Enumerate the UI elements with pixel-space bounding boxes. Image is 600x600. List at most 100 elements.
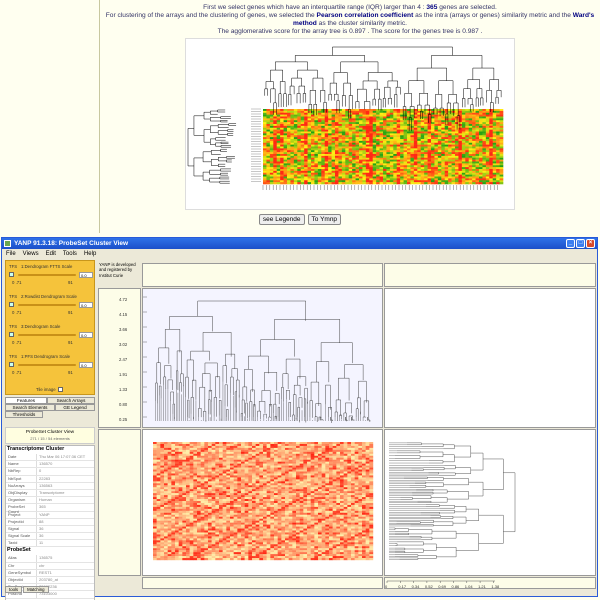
slider-checkbox[interactable] bbox=[9, 332, 14, 337]
menu-file[interactable]: File bbox=[6, 250, 16, 257]
heatmap-cell bbox=[420, 127, 425, 130]
tab-thresholds[interactable]: Thresholds bbox=[5, 411, 43, 418]
heatmap-cell bbox=[160, 453, 165, 456]
heatmap-cell bbox=[266, 453, 271, 456]
close-button[interactable]: × bbox=[586, 239, 595, 248]
menu-views[interactable]: Views bbox=[22, 250, 39, 257]
slider-checkbox[interactable] bbox=[9, 362, 14, 367]
slider-value-field[interactable]: 0.0 bbox=[79, 272, 93, 278]
property-row[interactable]: ProbeSet Count 365 bbox=[6, 504, 94, 514]
heatmap-cell bbox=[427, 131, 432, 134]
heatmap-cell bbox=[204, 463, 209, 466]
property-row[interactable]: Chr chr bbox=[6, 562, 94, 570]
heatmap-cell bbox=[211, 479, 216, 482]
heatmap-cell bbox=[300, 124, 305, 127]
property-row[interactable]: NbSpot 22283 bbox=[6, 475, 94, 483]
scale-slider-track[interactable] bbox=[18, 334, 76, 336]
heatmap-cell bbox=[285, 475, 289, 478]
heatmap-cell bbox=[465, 112, 470, 115]
property-row[interactable]: Signal Scale 36 bbox=[6, 533, 94, 541]
property-row[interactable]: Taxid 11 bbox=[6, 540, 94, 548]
tab-search-elements[interactable]: Search Elements bbox=[5, 404, 55, 411]
menu-tools[interactable]: Tools bbox=[62, 250, 77, 257]
heatmap-cell bbox=[160, 457, 165, 460]
heatmap-cell bbox=[489, 152, 494, 155]
heatmap-cell bbox=[263, 116, 267, 119]
heatmap-cell bbox=[444, 150, 449, 153]
slider-title: 1:Dendrogram FTTS Scale bbox=[21, 264, 73, 269]
heatmap-cell bbox=[358, 443, 363, 447]
heatmap-cell bbox=[355, 174, 360, 177]
heatmap-cell bbox=[292, 453, 297, 456]
heatmap-cell bbox=[255, 453, 260, 456]
heatmap-cell bbox=[455, 112, 459, 115]
tab-search-arrays[interactable]: Search Arrays bbox=[47, 397, 95, 404]
property-row[interactable]: Alias 136575 bbox=[6, 555, 94, 563]
maximize-button[interactable]: □ bbox=[576, 239, 585, 248]
slider-value-field[interactable]: 0.0 bbox=[79, 362, 93, 368]
title-bar[interactable]: YANP 91.3.18: ProbeSet Cluster View _ □ … bbox=[2, 238, 597, 249]
heatmap-cell bbox=[359, 159, 363, 162]
heatmap-cell bbox=[485, 142, 490, 145]
menu-help[interactable]: Help bbox=[83, 250, 97, 257]
heatmap-cell bbox=[365, 475, 370, 478]
property-row[interactable]: NbRep 0 bbox=[6, 468, 94, 476]
property-row[interactable]: ObjectId 203780_at bbox=[6, 577, 94, 585]
tile-image-checkbox[interactable] bbox=[58, 387, 63, 392]
tab-matching[interactable]: Matching bbox=[23, 586, 49, 593]
heatmap-cell bbox=[403, 131, 408, 134]
heatmap-cell bbox=[383, 169, 387, 172]
heatmap-cell bbox=[266, 131, 271, 134]
heatmap-cell bbox=[365, 155, 370, 159]
heatmap-cell bbox=[222, 465, 227, 468]
property-row[interactable]: ObjDisplay Transcriptome bbox=[6, 489, 94, 498]
heatmap-cell bbox=[407, 157, 411, 160]
heatmap-cell bbox=[237, 465, 242, 468]
menu-edit[interactable]: Edit bbox=[45, 250, 56, 257]
heatmap-cell bbox=[171, 475, 176, 478]
property-row[interactable]: Date Thu Mar 06 17:07:36 CET bbox=[6, 454, 94, 462]
to-ymnp-button[interactable]: To Ymnp bbox=[307, 214, 342, 225]
heatmap-cell bbox=[331, 146, 336, 149]
heatmap-cell bbox=[276, 165, 281, 168]
property-row[interactable]: Name 136570 bbox=[6, 461, 94, 469]
heatmap-cell bbox=[280, 176, 284, 179]
heatmap-cell bbox=[448, 142, 452, 145]
heatmap-cell bbox=[451, 116, 456, 119]
property-row[interactable]: GeneSymbol REST1 bbox=[6, 569, 94, 577]
tab-features[interactable]: Features bbox=[5, 397, 47, 404]
heatmap-cell bbox=[403, 155, 408, 159]
slider-value-field[interactable]: 0.0 bbox=[79, 332, 93, 338]
tab-ge-legend[interactable]: GE Legend bbox=[55, 404, 95, 411]
heatmap-cell bbox=[311, 112, 315, 115]
property-key: GeneSymbol bbox=[6, 569, 37, 576]
slider-checkbox[interactable] bbox=[9, 272, 14, 277]
heatmap-cell bbox=[424, 165, 428, 168]
tab-tools[interactable]: tools bbox=[5, 586, 23, 593]
slider-checkbox[interactable] bbox=[9, 302, 14, 307]
heatmap-cell bbox=[164, 477, 168, 480]
heatmap-cell bbox=[336, 475, 341, 478]
slider-value-field[interactable]: 0.0 bbox=[79, 302, 93, 308]
heatmap-cell bbox=[182, 465, 187, 468]
heatmap-cell bbox=[310, 459, 315, 462]
property-row[interactable]: Organism Human bbox=[6, 497, 94, 505]
scale-slider-track[interactable] bbox=[18, 274, 76, 276]
see-legend-button[interactable]: see Legende bbox=[258, 214, 305, 225]
heatmap-cell bbox=[499, 144, 504, 147]
heatmap-cell bbox=[441, 152, 446, 155]
minimize-button[interactable]: _ bbox=[566, 239, 575, 248]
heatmap-cell bbox=[300, 110, 305, 114]
scale-slider-track[interactable] bbox=[18, 364, 76, 366]
property-row[interactable]: Project YANP bbox=[6, 511, 94, 519]
heatmap-cell bbox=[437, 150, 442, 153]
heatmap-cell bbox=[325, 461, 330, 464]
property-row[interactable]: Signal 36 bbox=[6, 525, 94, 534]
scale-slider-track[interactable] bbox=[18, 304, 76, 306]
property-row[interactable]: PosEnd 73103000 bbox=[6, 591, 94, 599]
heatmap-cell bbox=[407, 139, 411, 142]
property-value: 88 bbox=[39, 518, 44, 524]
property-row[interactable]: ProjectId 88 bbox=[6, 518, 94, 526]
property-row[interactable]: NuArrays 136563 bbox=[6, 482, 94, 490]
heatmap-cell bbox=[237, 469, 242, 472]
